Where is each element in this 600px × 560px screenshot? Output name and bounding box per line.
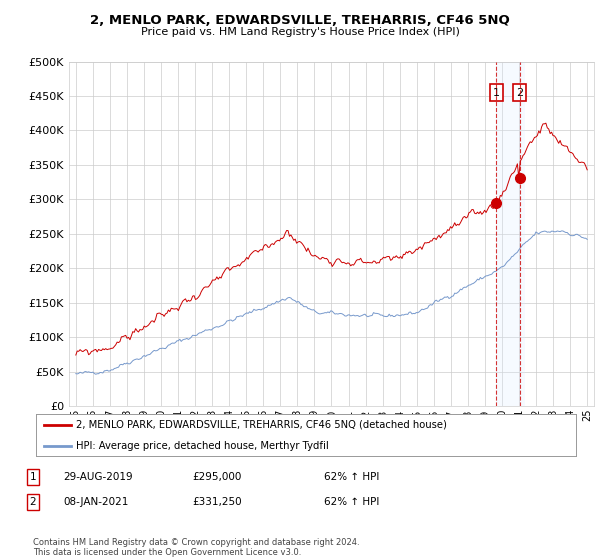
Text: 2: 2 bbox=[516, 87, 523, 97]
Text: 62% ↑ HPI: 62% ↑ HPI bbox=[324, 497, 379, 507]
Text: 2, MENLO PARK, EDWARDSVILLE, TREHARRIS, CF46 5NQ: 2, MENLO PARK, EDWARDSVILLE, TREHARRIS, … bbox=[90, 14, 510, 27]
Text: 2, MENLO PARK, EDWARDSVILLE, TREHARRIS, CF46 5NQ (detached house): 2, MENLO PARK, EDWARDSVILLE, TREHARRIS, … bbox=[77, 420, 448, 430]
Text: 2: 2 bbox=[29, 497, 37, 507]
Text: 08-JAN-2021: 08-JAN-2021 bbox=[63, 497, 128, 507]
Text: Contains HM Land Registry data © Crown copyright and database right 2024.
This d: Contains HM Land Registry data © Crown c… bbox=[33, 538, 359, 557]
Text: 62% ↑ HPI: 62% ↑ HPI bbox=[324, 472, 379, 482]
Text: 1: 1 bbox=[493, 87, 500, 97]
Text: 1: 1 bbox=[29, 472, 37, 482]
Text: £331,250: £331,250 bbox=[192, 497, 242, 507]
Text: 29-AUG-2019: 29-AUG-2019 bbox=[63, 472, 133, 482]
Text: £295,000: £295,000 bbox=[192, 472, 241, 482]
Bar bbox=[496, 62, 524, 406]
Text: Price paid vs. HM Land Registry's House Price Index (HPI): Price paid vs. HM Land Registry's House … bbox=[140, 27, 460, 37]
Text: HPI: Average price, detached house, Merthyr Tydfil: HPI: Average price, detached house, Mert… bbox=[77, 441, 329, 451]
